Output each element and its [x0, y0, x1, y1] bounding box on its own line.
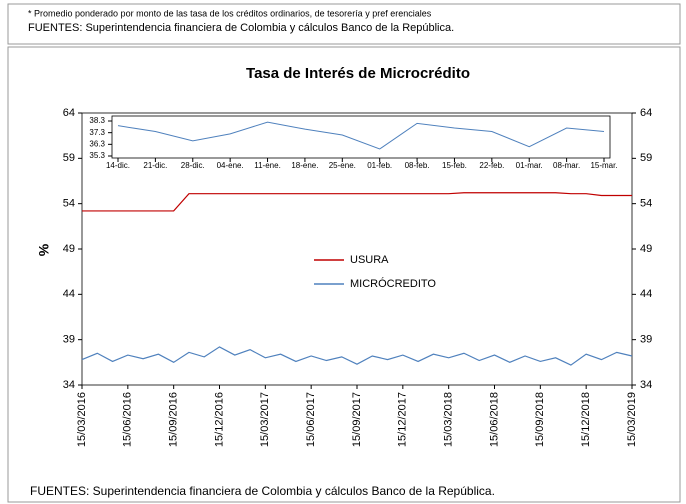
x-tick-label: 15/09/2016 — [168, 392, 180, 447]
header-box — [7, 3, 681, 45]
y-tick-label: 39 — [63, 334, 75, 346]
y-tick-label: 54 — [63, 198, 75, 210]
chart-frame — [7, 46, 681, 503]
x-tick-label: 08-mar. — [553, 161, 580, 170]
y2-tick-label: 44 — [640, 288, 652, 300]
source: FUENTES: Superintendencia financiera de … — [28, 22, 454, 34]
x-tick-label: 28-dic. — [181, 161, 205, 170]
x-tick-label: 25-ene. — [329, 161, 356, 170]
x-tick-label: 18-ene. — [291, 161, 318, 170]
x-tick-label: 15/12/2016 — [213, 392, 225, 447]
x-tick-label: 08-feb. — [405, 161, 430, 170]
x-tick-label: 15/06/2016 — [122, 392, 134, 447]
y2-tick-label: 49 — [640, 243, 652, 255]
y-tick-label: 64 — [63, 107, 75, 119]
plot-frame — [111, 115, 611, 159]
x-tick-label: 22-feb. — [479, 161, 504, 170]
y2-tick-label: 54 — [640, 198, 652, 210]
y-tick-label: 35.3 — [89, 151, 105, 160]
x-tick-label: 04-ene. — [217, 161, 244, 170]
y-tick-label: 59 — [63, 152, 75, 164]
series-line — [81, 346, 633, 366]
x-tick-label: 15/09/2017 — [351, 392, 363, 447]
y-tick-label: 38.3 — [89, 116, 105, 125]
series-line — [117, 121, 605, 150]
x-tick-label: 15/06/2018 — [488, 392, 500, 447]
series-line — [82, 192, 632, 212]
x-tick-label: 15/12/2017 — [397, 392, 409, 447]
x-tick-label: 01-feb. — [367, 161, 392, 170]
x-tick-label: 15/03/2019 — [626, 392, 638, 447]
y-tick-label: 49 — [63, 243, 75, 255]
chart-title: Tasa de Interés de Microcrédito — [246, 65, 470, 82]
y-axis-label: % — [36, 243, 52, 256]
y-tick-label: 36.3 — [89, 139, 105, 148]
x-tick-label: 14-dic. — [106, 161, 130, 170]
x-tick-label: 15/03/2017 — [259, 392, 271, 447]
note: * Promedio ponderado por monto de las ta… — [28, 8, 432, 18]
y2-tick-label: 59 — [640, 152, 652, 164]
plot-frame — [81, 112, 633, 386]
y-tick-label: 37.3 — [89, 128, 105, 137]
y2-tick-label: 39 — [640, 334, 652, 346]
y2-tick-label: 34 — [640, 379, 652, 391]
x-tick-label: 15/09/2018 — [534, 392, 546, 447]
y-tick-label: 44 — [63, 288, 75, 300]
x-tick-label: 15/03/2016 — [76, 392, 88, 447]
x-tick-label: 15/06/2017 — [305, 392, 317, 447]
legend-label: USURA — [350, 254, 389, 266]
x-tick-label: 11-ene. — [254, 161, 281, 170]
y-tick-label: 34 — [63, 379, 75, 391]
y2-tick-label: 64 — [640, 107, 652, 119]
x-tick-label: 15-feb. — [442, 161, 467, 170]
x-tick-label: 15-mar. — [590, 161, 617, 170]
x-tick-label: 01-mar. — [516, 161, 543, 170]
footer-source: FUENTES: Superintendencia financiera de … — [30, 484, 495, 498]
x-tick-label: 15/12/2018 — [580, 392, 592, 447]
x-tick-label: 15/03/2018 — [443, 392, 455, 447]
legend-label: MICRÓCREDITO — [350, 277, 436, 290]
x-tick-label: 21-dic. — [143, 161, 167, 170]
